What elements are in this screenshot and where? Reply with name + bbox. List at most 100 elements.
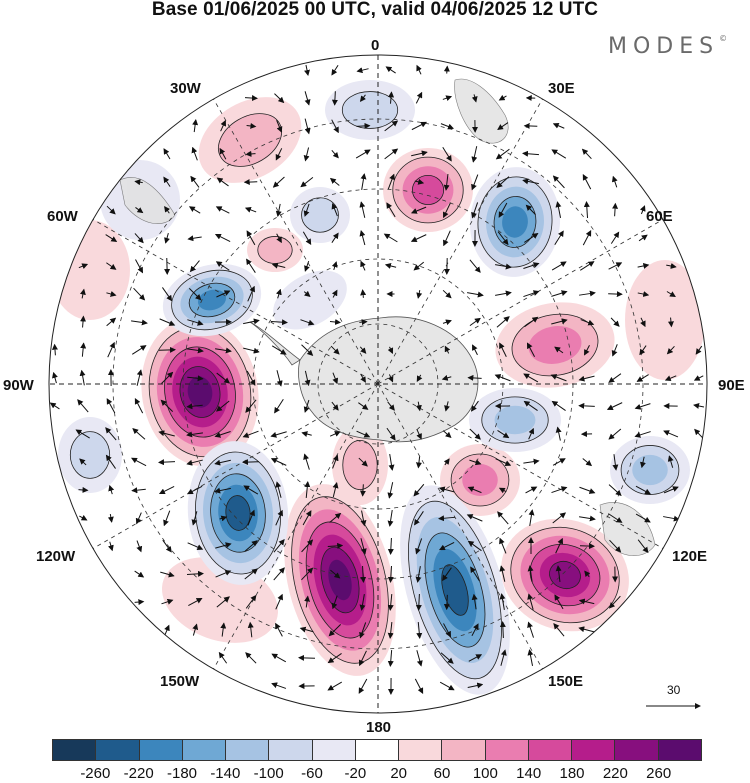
wind-arrow [329, 431, 341, 437]
wind-arrow [80, 315, 87, 328]
wind-arrow [581, 148, 592, 160]
wind-arrow [244, 568, 259, 580]
wind-arrow [331, 401, 339, 411]
wind-arrow [440, 652, 454, 664]
wind-arrow [106, 205, 116, 215]
wind-arrow [608, 595, 621, 609]
wind-arrow [439, 681, 455, 691]
wind-arrow [301, 431, 312, 437]
wind-arrow [244, 207, 257, 213]
wind-arrow [106, 262, 117, 270]
wind-arrow [359, 319, 368, 326]
wind-arrow [414, 178, 425, 185]
colorbar-swatch [269, 740, 313, 760]
wind-arrow [554, 594, 564, 610]
wind-arrow [471, 174, 479, 191]
colorbar-swatch [226, 740, 270, 760]
anomaly-contour [50, 220, 130, 320]
wind-arrow [216, 177, 229, 187]
wind-arrow [301, 344, 314, 356]
wind-arrow [331, 119, 339, 134]
wind-arrow [132, 428, 146, 440]
wind-arrow [331, 150, 339, 159]
wind-arrow [387, 482, 394, 499]
wind-arrow [495, 263, 512, 270]
wind-arrow [162, 539, 172, 553]
wind-arrow [443, 65, 450, 74]
meridian [377, 98, 544, 385]
anomaly-contour [625, 260, 705, 380]
brand-logo: MODES© [608, 33, 728, 59]
wind-arrow [331, 91, 338, 106]
wind-arrow [415, 456, 422, 469]
wind-arrow [158, 346, 176, 353]
wind-arrow [578, 598, 595, 605]
wind-arrow [467, 486, 482, 494]
wind-arrow [133, 287, 146, 301]
land-icon [119, 177, 176, 224]
wind-arrow [497, 430, 510, 439]
wind-arrow [163, 176, 171, 187]
wind-arrow [246, 122, 257, 129]
wind-arrow [275, 622, 283, 637]
wind-arrow [331, 289, 338, 298]
wind-arrow [467, 682, 484, 689]
wind-arrow [218, 651, 228, 664]
wind-arrow [327, 681, 343, 691]
wind-arrow [107, 541, 114, 552]
wind-arrow [304, 370, 311, 387]
wind-arrow [410, 206, 427, 214]
colorbar-tick-label: -60 [301, 765, 323, 782]
wind-arrow [612, 202, 619, 217]
anomaly-contour [218, 113, 282, 167]
wind-arrow [186, 459, 203, 466]
colorbar-tick-label: -100 [253, 765, 284, 782]
wind-arrow [612, 454, 619, 471]
wind-arrow [440, 123, 454, 130]
wind-arrow [552, 458, 566, 466]
wind-arrow [106, 291, 117, 297]
wind-arrow [438, 486, 455, 493]
anomaly-contour [502, 206, 528, 238]
wind-arrow [442, 319, 452, 326]
wind-arrow [300, 319, 315, 326]
wind-arrow [411, 121, 428, 131]
wind-arrow [444, 401, 450, 412]
wind-arrow [611, 175, 618, 188]
wind-arrow [359, 230, 366, 246]
wind-arrow [610, 317, 620, 327]
colorbar-tick-label: -260 [80, 765, 111, 782]
wind-arrow [693, 403, 705, 409]
wind-arrow [274, 399, 284, 414]
colorbar-swatch [139, 740, 183, 760]
label-150e: 150E [548, 673, 584, 690]
wind-arrow [243, 318, 260, 325]
wind-arrow [551, 149, 567, 159]
wind-arrow [468, 654, 483, 662]
wind-arrow [270, 319, 288, 326]
wind-arrow [551, 486, 568, 494]
wind-arrow [276, 370, 283, 387]
wind-arrow [105, 454, 116, 469]
colorbar-swatch [53, 740, 97, 760]
wind-arrow [611, 344, 618, 357]
wind-arrow [302, 510, 312, 526]
wind-arrow [499, 342, 507, 357]
wind-arrow [164, 624, 170, 635]
wind-arrow [527, 593, 534, 610]
wind-arrow [107, 514, 114, 523]
label-120w: 120W [36, 548, 76, 565]
wind-arrow [666, 263, 677, 269]
wind-arrow [303, 453, 310, 470]
wind-arrow [388, 91, 395, 104]
wind-arrow [525, 486, 538, 494]
colorbar-tick-label: 140 [516, 765, 542, 782]
wind-arrow [304, 595, 311, 608]
map-title: Base 01/06/2025 00 UTC, valid 04/06/2025… [151, 0, 599, 20]
wind-arrow [331, 232, 339, 243]
wind-arrow [105, 234, 118, 242]
wind-arrow [214, 233, 231, 243]
wind-arrow [135, 512, 142, 525]
wind-arrow [215, 206, 230, 214]
